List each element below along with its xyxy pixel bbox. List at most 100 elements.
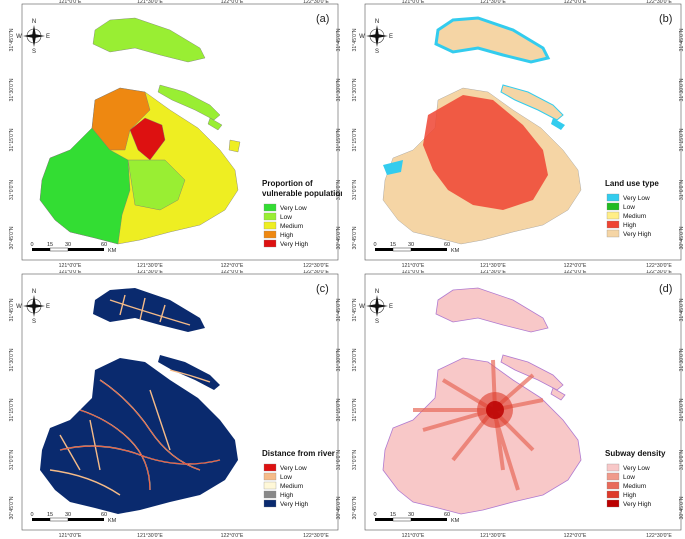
- hengsha-region: [550, 387, 566, 401]
- legend-item-label: Medium: [280, 483, 303, 490]
- lat-tick-label: 31°0'0"N: [9, 450, 15, 470]
- legend-item-label: High: [623, 222, 637, 229]
- lat-tick-label: 30°45'0"N: [9, 226, 15, 249]
- legend-item-label: Very High: [623, 231, 652, 238]
- map-panel-a: (a) 121°0'0"E 121°0'0"E 121°30'0"E 121°30'0"…: [0, 0, 342, 269]
- chongming-region: [435, 287, 549, 333]
- lat-tick-label: 30°45'0"N: [679, 226, 685, 249]
- scale-unit: KM: [108, 518, 117, 524]
- scale-tick: 15: [47, 242, 53, 248]
- legend-swatch: [606, 472, 620, 481]
- scale-tick: 30: [65, 512, 71, 518]
- lon-tick-label: 122°0'0"E: [564, 533, 587, 539]
- lat-tick-label: 31°15'0"N: [352, 398, 358, 421]
- lat-tick-label: 31°15'0"N: [679, 398, 685, 421]
- chongming-region: [92, 17, 206, 63]
- legend-item-label: Medium: [280, 223, 303, 230]
- compass-s-label: S: [32, 319, 36, 325]
- map-b-svg: (b) 121°0'0"E 121°0'0"E 121°30'0"E 121°30'0"…: [352, 0, 685, 269]
- legend-swatch: [263, 221, 277, 230]
- legend-swatch: [263, 499, 277, 508]
- lon-tick-label: 122°0'0"E: [564, 263, 587, 269]
- legend-item-label: Medium: [623, 483, 646, 490]
- compass-e-label: E: [389, 304, 393, 310]
- map-a-svg: (a) 121°0'0"E 121°0'0"E 121°30'0"E 121°30'0"…: [9, 0, 342, 269]
- lat-tick-label: 31°45'0"N: [336, 28, 342, 51]
- legend-swatch: [606, 193, 620, 202]
- scale-tick: 0: [373, 242, 376, 248]
- lat-tick-label: 30°45'0"N: [9, 496, 15, 519]
- lon-tick-label: 122°0'0"E: [564, 0, 587, 5]
- lon-tick-label: 122°30'0"E: [303, 263, 329, 269]
- compass-icon: N S E W: [359, 289, 393, 325]
- legend: Land use type Very Low Low Medium High Very H…: [605, 179, 659, 238]
- panel-tag: (c): [316, 283, 329, 295]
- scale-tick: 60: [444, 242, 450, 248]
- lon-tick-label: 121°30'0"E: [137, 533, 163, 539]
- compass-s-label: S: [375, 319, 379, 325]
- river-lines: [59, 379, 221, 491]
- legend: Subway density Very Low Low Medium High Very …: [605, 449, 666, 508]
- map-panel-c: (c) 121°0'0"E 121°0'0"E 121°30'0"E 121°30'0"…: [0, 270, 342, 539]
- lon-tick-label: 122°0'0"E: [221, 270, 244, 275]
- legend-swatch: [263, 490, 277, 499]
- scale-tick: 0: [30, 242, 33, 248]
- compass-e-label: E: [46, 304, 50, 310]
- mainland-region: [382, 357, 582, 515]
- compass-w-label: W: [359, 34, 365, 40]
- legend-item-label: Very Low: [623, 465, 650, 472]
- legend-item-label: Low: [623, 474, 635, 481]
- legend-swatch: [606, 463, 620, 472]
- lat-tick-label: 31°30'0"N: [679, 78, 685, 101]
- map-c-svg: (c) 121°0'0"E 121°0'0"E 121°30'0"E 121°30'0"…: [9, 270, 342, 539]
- lat-tick-label: 30°45'0"N: [352, 226, 358, 249]
- legend-item-label: Very Low: [623, 195, 650, 202]
- scale-unit: KM: [451, 518, 460, 524]
- lat-tick-label: 30°45'0"N: [336, 226, 342, 249]
- lat-tick-label: 30°45'0"N: [352, 496, 358, 519]
- lat-tick-label: 31°15'0"N: [679, 128, 685, 151]
- lon-tick-label: 121°30'0"E: [480, 0, 506, 5]
- lon-tick-label: 122°30'0"E: [303, 533, 329, 539]
- urban-core: [423, 95, 548, 210]
- legend-swatch: [263, 239, 277, 248]
- islet-region: [228, 139, 241, 153]
- lon-tick-label: 122°30'0"E: [303, 0, 329, 5]
- legend-swatch: [606, 220, 620, 229]
- compass-w-label: W: [16, 34, 22, 40]
- legend-item-label: Medium: [623, 213, 646, 220]
- lon-tick-label: 121°30'0"E: [480, 270, 506, 275]
- scale-tick: 30: [65, 242, 71, 248]
- legend-swatch: [606, 202, 620, 211]
- south-region: [127, 159, 186, 211]
- lat-tick-label: 31°0'0"N: [679, 450, 685, 470]
- legend-item-label: Low: [280, 214, 292, 221]
- legend-swatch: [606, 499, 620, 508]
- legend-swatch: [606, 229, 620, 238]
- lon-tick-label: 122°30'0"E: [646, 0, 672, 5]
- lat-tick-label: 31°30'0"N: [336, 78, 342, 101]
- scale-tick: 15: [390, 242, 396, 248]
- scale-tick: 15: [47, 512, 53, 518]
- lat-tick-label: 31°0'0"N: [352, 450, 358, 470]
- lon-tick-label: 121°30'0"E: [480, 533, 506, 539]
- lat-tick-label: 31°45'0"N: [9, 298, 15, 321]
- scale-tick: 60: [101, 512, 107, 518]
- lat-tick-label: 31°45'0"N: [352, 28, 358, 51]
- panel-tag: (b): [659, 13, 672, 25]
- lon-tick-label: 122°30'0"E: [646, 270, 672, 275]
- lon-tick-label: 121°0'0"E: [59, 263, 82, 269]
- lat-tick-label: 30°45'0"N: [679, 496, 685, 519]
- scale-tick: 60: [101, 242, 107, 248]
- legend-title: Subway density: [605, 449, 666, 458]
- legend-swatch: [263, 212, 277, 221]
- lat-tick-label: 30°45'0"N: [336, 496, 342, 519]
- lat-tick-label: 31°0'0"N: [336, 180, 342, 200]
- lon-tick-label: 121°30'0"E: [137, 0, 163, 5]
- lat-tick-label: 31°30'0"N: [679, 348, 685, 371]
- compass-s-label: S: [375, 49, 379, 55]
- legend-swatch: [263, 230, 277, 239]
- lat-tick-label: 31°30'0"N: [9, 348, 15, 371]
